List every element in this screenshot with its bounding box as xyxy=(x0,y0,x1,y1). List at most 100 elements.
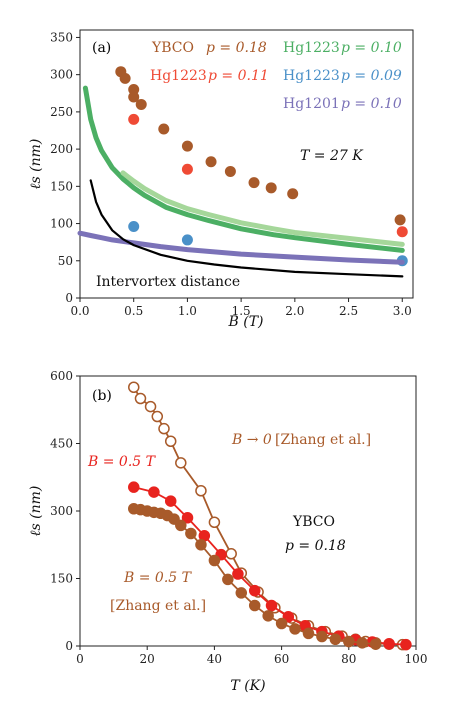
data-point xyxy=(128,481,140,493)
x-tick-label: 0.0 xyxy=(70,304,89,318)
x-tick-label: 0.5 xyxy=(124,304,143,318)
data-point xyxy=(289,623,301,635)
data-point xyxy=(225,548,237,560)
y-tick-label: 0 xyxy=(65,639,73,653)
data-point xyxy=(232,568,244,580)
data-point xyxy=(265,599,278,612)
data-point xyxy=(343,635,355,648)
panel-a-data xyxy=(77,66,408,278)
data-point xyxy=(282,611,295,623)
data-point xyxy=(302,627,315,640)
x-tick-label: 60 xyxy=(274,652,289,666)
data-point xyxy=(329,633,342,645)
data-point xyxy=(128,113,140,125)
data-point xyxy=(356,637,368,649)
y-tick-label: 300 xyxy=(50,504,73,518)
series-line xyxy=(120,170,405,247)
data-point xyxy=(287,188,299,200)
data-point xyxy=(134,392,147,405)
panel-a-label: (a) xyxy=(92,40,111,56)
panel-a-ticks: 0.0 0.5 1.0 1.5 2.0 2.5 3.0 0 50 100 150 200 250 300 3… xyxy=(50,30,412,318)
data-point xyxy=(369,638,382,650)
intervortex-label: Intervortex distance xyxy=(96,274,240,290)
temperature-annotation: T = 27 K xyxy=(300,148,364,164)
data-point xyxy=(181,140,193,152)
data-point xyxy=(175,457,187,469)
panel-a-xlabel: B (T) xyxy=(228,314,264,330)
y-tick-label: 150 xyxy=(50,572,73,586)
data-point xyxy=(128,381,140,393)
data-point xyxy=(181,512,194,524)
data-point xyxy=(248,584,261,597)
panel-b: 0 20 40 60 80 100 0 150 300 450 600 (b) B → 0 [Zha… xyxy=(28,369,427,694)
data-point xyxy=(248,599,261,612)
panel-a-frame xyxy=(79,29,414,299)
x-tick-label: 0 xyxy=(76,652,84,666)
data-point xyxy=(175,519,187,532)
data-point xyxy=(164,495,177,507)
legend-zhang-b0-ref: [Zhang et al.] xyxy=(275,432,371,448)
x-tick-label: 2.5 xyxy=(339,304,358,318)
series-line xyxy=(77,230,405,265)
legend-zhang-field: B = 0.5 T xyxy=(123,570,193,586)
data-point xyxy=(400,638,412,651)
data-point xyxy=(181,234,193,246)
material-label: YBCO xyxy=(292,514,335,530)
data-point xyxy=(181,163,193,175)
y-tick-label: 100 xyxy=(50,217,73,231)
y-tick-label: 150 xyxy=(50,179,73,193)
legend-hg1223-010-p: p = 0.10 xyxy=(341,40,402,56)
legend-ybco-p: p = 0.18 xyxy=(206,40,267,56)
series-line xyxy=(82,85,405,253)
y-tick-label: 300 xyxy=(50,68,73,82)
y-tick-label: 50 xyxy=(58,254,73,268)
legend-zhang-ref: [Zhang et al.] xyxy=(110,598,206,614)
data-point xyxy=(222,573,234,586)
legend-zhang-b0: B → 0 xyxy=(231,432,272,448)
y-tick-label: 450 xyxy=(50,437,73,451)
y-tick-label: 600 xyxy=(50,369,73,383)
x-tick-label: 20 xyxy=(140,652,155,666)
legend-hg1223-009-name: Hg1223 xyxy=(283,68,340,84)
x-tick-label: 1.5 xyxy=(232,304,251,318)
y-tick-label: 250 xyxy=(50,105,73,119)
data-point xyxy=(164,435,177,447)
y-tick-label: 350 xyxy=(50,30,73,44)
data-point xyxy=(205,156,217,168)
legend-this-work: B = 0.5 T xyxy=(87,454,157,470)
data-point xyxy=(151,410,164,423)
panel-b-xlabel: T (K) xyxy=(230,678,265,694)
data-point xyxy=(262,610,274,622)
x-tick-label: 40 xyxy=(207,652,222,666)
panel-b-label: (b) xyxy=(92,388,112,404)
data-point xyxy=(275,617,288,630)
panel-a-ylabel: ℓs (nm) xyxy=(28,139,44,190)
panel-b-ticks: 0 20 40 60 80 100 0 150 300 450 600 xyxy=(50,369,427,666)
legend-hg1223-009-p: p = 0.09 xyxy=(341,68,402,84)
data-point xyxy=(383,638,395,650)
x-tick-label: 80 xyxy=(341,652,356,666)
data-point xyxy=(158,123,170,135)
panel-a: 0.0 0.5 1.0 1.5 2.0 2.5 3.0 0 50 100 150 200 250 300 3… xyxy=(28,29,414,330)
data-point xyxy=(128,91,140,103)
x-tick-label: 1.0 xyxy=(178,304,197,318)
data-point xyxy=(316,630,328,643)
data-point xyxy=(208,554,221,567)
data-point xyxy=(265,182,277,194)
y-tick-label: 200 xyxy=(50,142,73,156)
data-point xyxy=(394,214,406,226)
legend-hg1223-011-name: Hg1223 xyxy=(150,68,207,84)
legend-hg1223-010-name: Hg1223 xyxy=(283,40,340,56)
data-point xyxy=(396,226,408,238)
data-point xyxy=(185,527,197,540)
data-point xyxy=(158,422,170,435)
series-line xyxy=(89,179,404,278)
data-point xyxy=(195,485,207,497)
data-point xyxy=(195,539,207,551)
x-tick-label: 2.0 xyxy=(285,304,304,318)
data-point xyxy=(208,516,221,528)
y-tick-label: 0 xyxy=(65,291,73,305)
legend-hg1201-p: p = 0.10 xyxy=(341,96,402,112)
legend-ybco-name: YBCO xyxy=(151,40,194,56)
